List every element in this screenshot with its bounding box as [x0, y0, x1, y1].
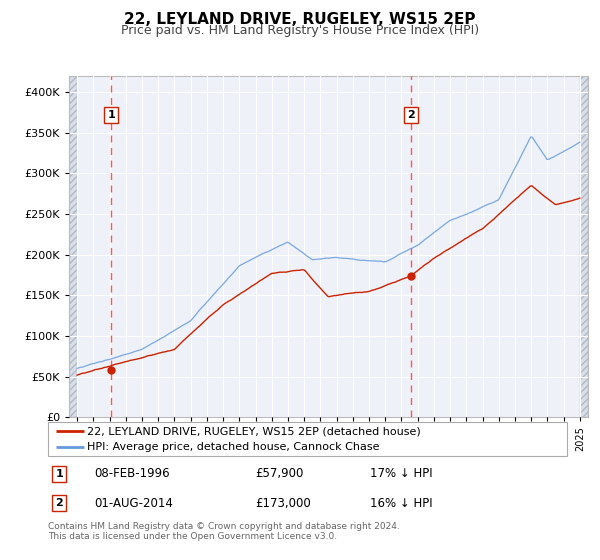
Text: HPI: Average price, detached house, Cannock Chase: HPI: Average price, detached house, Cann…	[87, 442, 379, 452]
Text: Contains HM Land Registry data © Crown copyright and database right 2024.
This d: Contains HM Land Registry data © Crown c…	[48, 522, 400, 542]
Text: 16% ↓ HPI: 16% ↓ HPI	[370, 497, 433, 510]
Bar	[580, 76, 588, 417]
FancyBboxPatch shape	[48, 422, 567, 456]
Text: £173,000: £173,000	[256, 497, 311, 510]
Bar	[580, 76, 588, 417]
Text: 17% ↓ HPI: 17% ↓ HPI	[370, 468, 433, 480]
Text: 2: 2	[407, 110, 415, 120]
Text: 22, LEYLAND DRIVE, RUGELEY, WS15 2EP (detached house): 22, LEYLAND DRIVE, RUGELEY, WS15 2EP (de…	[87, 426, 421, 436]
Text: 22, LEYLAND DRIVE, RUGELEY, WS15 2EP: 22, LEYLAND DRIVE, RUGELEY, WS15 2EP	[124, 12, 476, 27]
Text: 01-AUG-2014: 01-AUG-2014	[95, 497, 173, 510]
Text: Price paid vs. HM Land Registry's House Price Index (HPI): Price paid vs. HM Land Registry's House …	[121, 24, 479, 36]
Bar	[69, 76, 77, 417]
Text: £57,900: £57,900	[256, 468, 304, 480]
Bar	[69, 76, 77, 417]
Text: 08-FEB-1996: 08-FEB-1996	[95, 468, 170, 480]
Text: 2: 2	[56, 498, 63, 508]
Text: 1: 1	[107, 110, 115, 120]
Text: 1: 1	[56, 469, 63, 479]
